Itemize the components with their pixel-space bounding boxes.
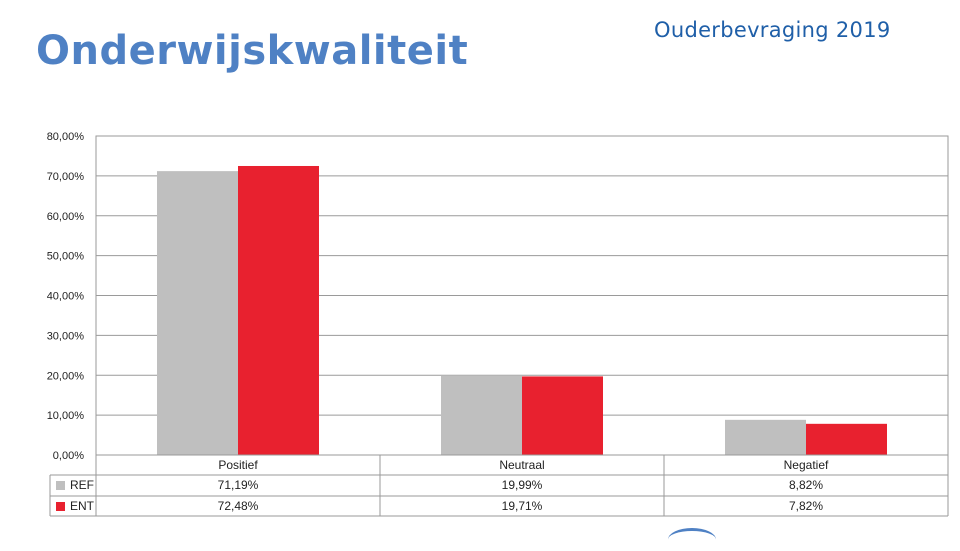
y-tick-label: 0,00% <box>53 450 84 462</box>
y-tick-label: 60,00% <box>47 211 85 223</box>
x-category-label: Positief <box>218 458 258 472</box>
legend-label: REF <box>70 478 94 492</box>
data-label: 7,82% <box>789 499 823 513</box>
bar-ent-neutraal <box>522 376 603 455</box>
x-category-label: Neutraal <box>499 458 544 472</box>
bar-ent-positief <box>238 165 319 455</box>
legend-label: ENT <box>70 499 95 513</box>
bar-ref-neutraal <box>441 375 522 455</box>
bar-ent-negatief <box>806 423 887 455</box>
y-tick-label: 30,00% <box>47 330 85 342</box>
data-label: 19,71% <box>502 499 543 513</box>
y-tick-label: 50,00% <box>47 251 85 263</box>
data-label: 19,99% <box>502 478 543 492</box>
data-label: 8,82% <box>789 478 823 492</box>
y-tick-label: 40,00% <box>47 291 85 303</box>
bar-ref-negatief <box>725 419 806 455</box>
x-category-label: Negatief <box>784 458 829 472</box>
bar-ref-positief <box>157 171 238 455</box>
slide-title: Onderwijskwaliteit <box>36 28 469 74</box>
survey-title: Ouderbevraging 2019 <box>654 18 891 42</box>
data-label: 72,48% <box>218 499 259 513</box>
y-tick-label: 80,00% <box>47 131 85 143</box>
decorative-arc <box>668 528 716 551</box>
data-label: 71,19% <box>218 478 259 492</box>
legend-swatch-ref <box>56 481 65 490</box>
y-tick-label: 20,00% <box>47 370 85 382</box>
y-tick-label: 70,00% <box>47 171 85 183</box>
legend-swatch-ent <box>56 502 65 511</box>
y-tick-label: 10,00% <box>47 410 85 422</box>
